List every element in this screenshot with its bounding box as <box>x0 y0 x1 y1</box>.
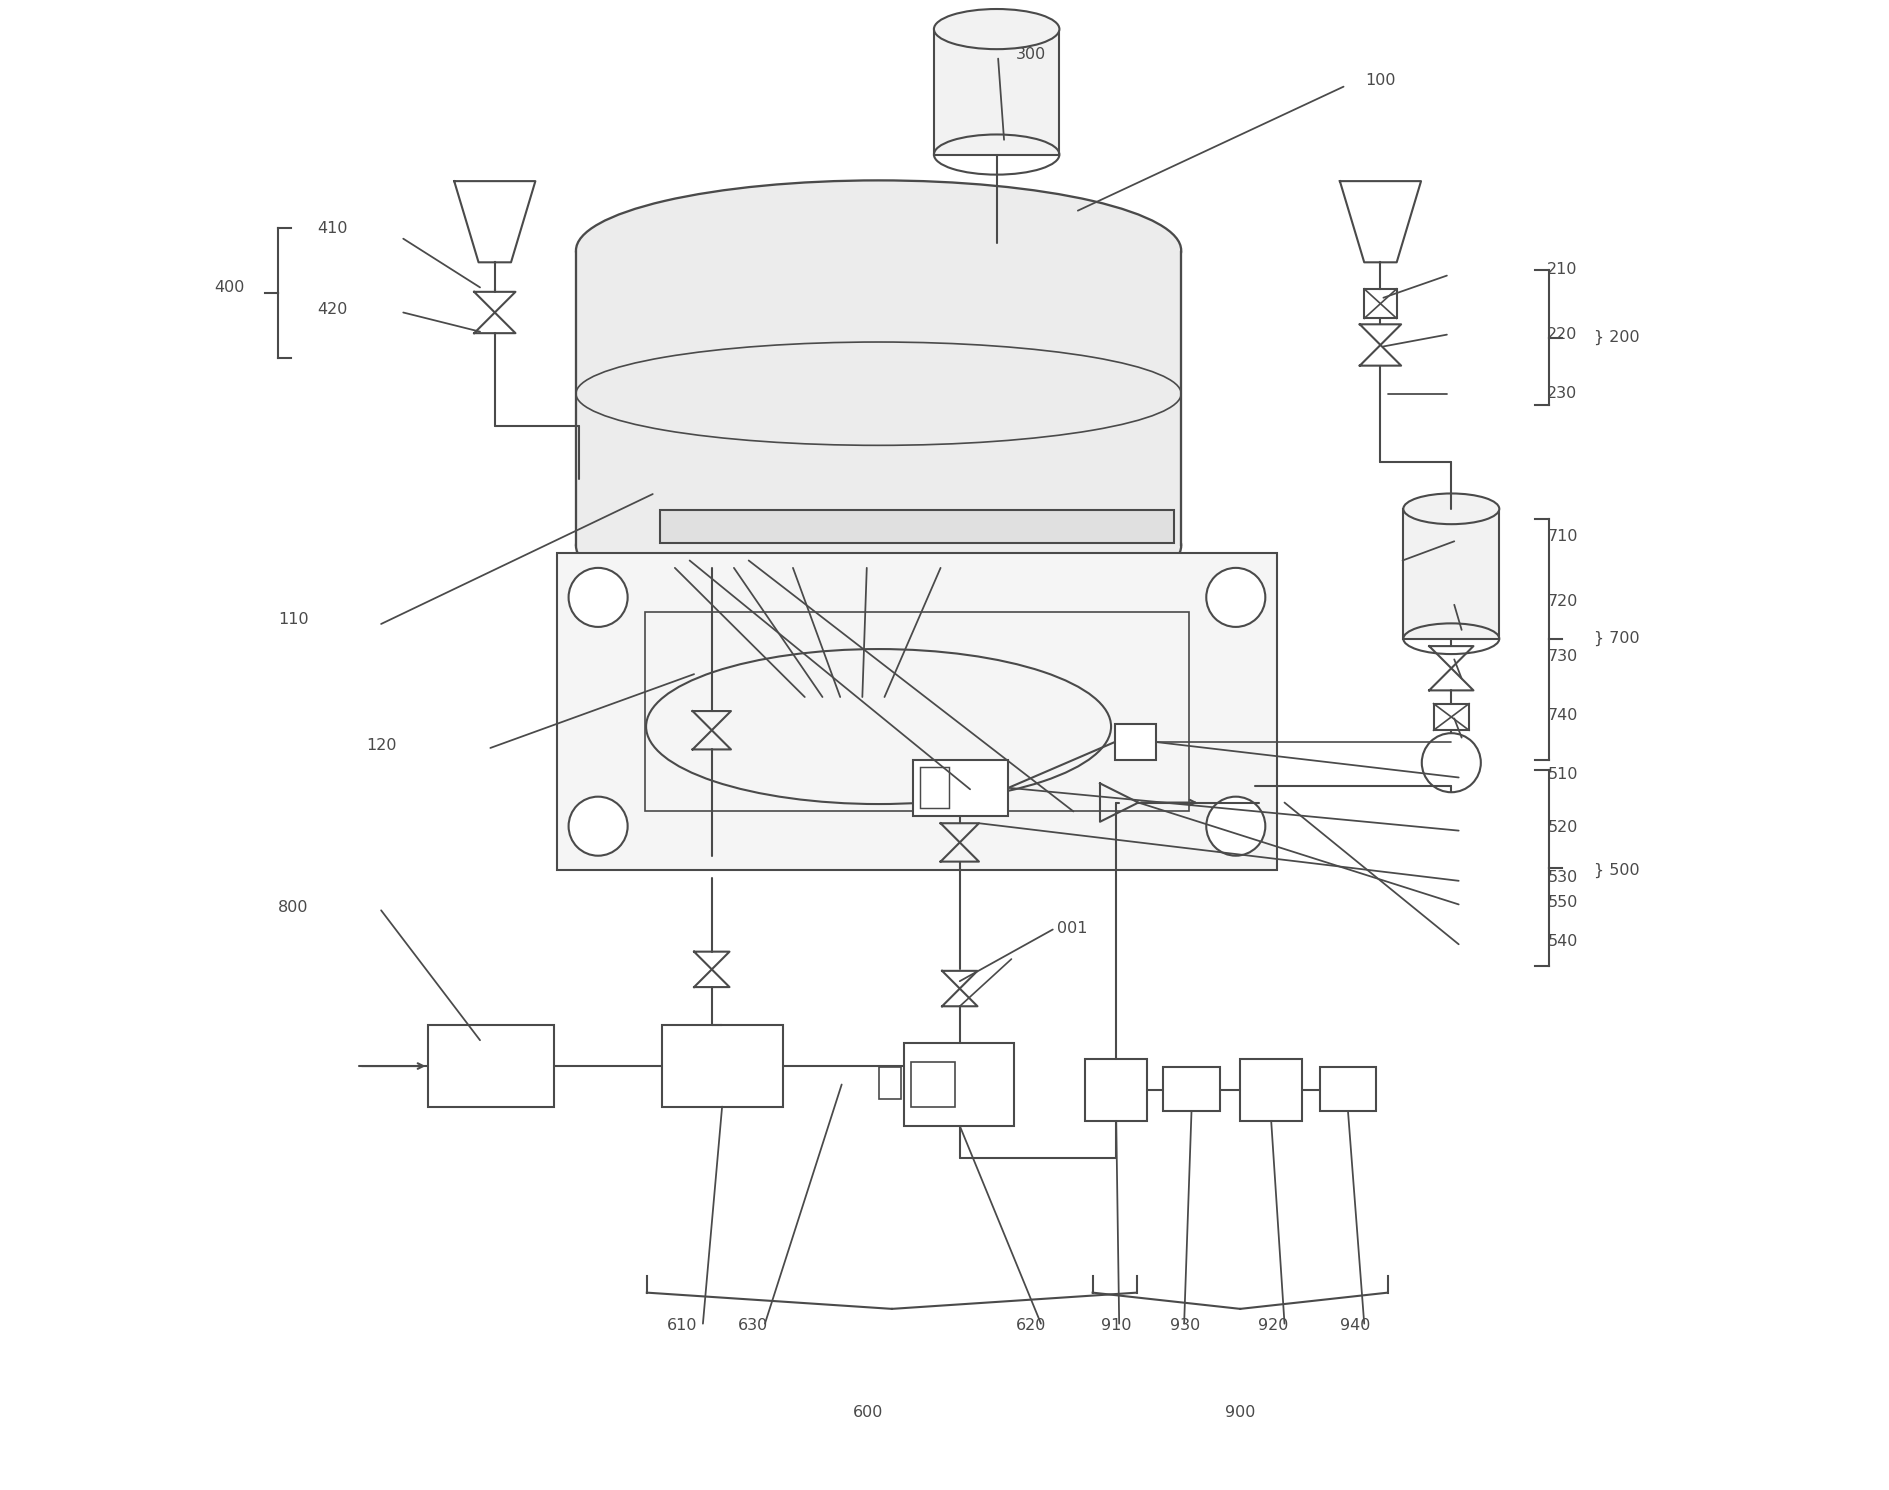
Text: 210: 210 <box>1547 262 1577 277</box>
Circle shape <box>569 568 627 627</box>
Bar <box>903 1043 1014 1126</box>
Bar <box>429 1025 553 1107</box>
Text: } 200: } 200 <box>1594 329 1640 346</box>
Text: 001: 001 <box>1056 921 1086 936</box>
Text: 100: 100 <box>1366 73 1396 88</box>
Circle shape <box>569 797 627 855</box>
Bar <box>661 1025 782 1107</box>
Text: 900: 900 <box>1224 1405 1254 1420</box>
Text: 920: 920 <box>1256 1317 1286 1332</box>
Circle shape <box>1205 797 1264 855</box>
Text: 710: 710 <box>1547 529 1577 544</box>
Bar <box>644 612 1188 812</box>
Bar <box>1364 289 1396 319</box>
Text: 940: 940 <box>1339 1317 1370 1332</box>
Bar <box>878 1067 901 1100</box>
Text: 420: 420 <box>317 302 348 317</box>
Ellipse shape <box>576 180 1181 320</box>
Text: 620: 620 <box>1014 1317 1045 1332</box>
Text: 600: 600 <box>852 1405 882 1420</box>
Text: 220: 220 <box>1547 328 1577 343</box>
Text: 610: 610 <box>667 1317 697 1332</box>
Text: 410: 410 <box>317 221 348 235</box>
Text: 300: 300 <box>1014 46 1045 61</box>
Bar <box>1115 724 1156 760</box>
Text: } 500: } 500 <box>1594 863 1640 878</box>
Text: 550: 550 <box>1547 895 1577 910</box>
Bar <box>1084 1059 1147 1122</box>
Text: 930: 930 <box>1169 1317 1200 1332</box>
Text: 800: 800 <box>278 900 308 915</box>
Bar <box>920 767 948 809</box>
Text: 400: 400 <box>213 280 244 295</box>
Bar <box>1404 508 1498 639</box>
Bar <box>933 30 1060 155</box>
Text: 910: 910 <box>1101 1317 1132 1332</box>
Bar <box>912 760 1009 817</box>
Text: 720: 720 <box>1547 595 1577 609</box>
Text: 530: 530 <box>1547 870 1577 885</box>
Bar <box>557 553 1277 870</box>
Text: 540: 540 <box>1547 934 1577 949</box>
Text: 110: 110 <box>278 612 308 627</box>
Ellipse shape <box>1404 493 1498 524</box>
Ellipse shape <box>933 9 1060 49</box>
Text: 230: 230 <box>1547 386 1577 401</box>
Circle shape <box>1205 568 1264 627</box>
Bar <box>659 510 1173 542</box>
Bar <box>910 1062 954 1107</box>
Text: 120: 120 <box>366 738 397 752</box>
Bar <box>1434 703 1468 730</box>
Bar <box>576 250 1181 545</box>
Bar <box>1164 1067 1218 1112</box>
Bar <box>1239 1059 1302 1122</box>
Text: 630: 630 <box>737 1317 767 1332</box>
Text: 740: 740 <box>1547 708 1577 723</box>
Circle shape <box>1421 733 1481 793</box>
Text: 510: 510 <box>1547 767 1577 782</box>
Bar <box>1319 1067 1375 1112</box>
Text: } 700: } 700 <box>1594 632 1640 647</box>
Ellipse shape <box>576 475 1181 615</box>
Text: 730: 730 <box>1547 650 1577 665</box>
Text: 520: 520 <box>1547 820 1577 836</box>
